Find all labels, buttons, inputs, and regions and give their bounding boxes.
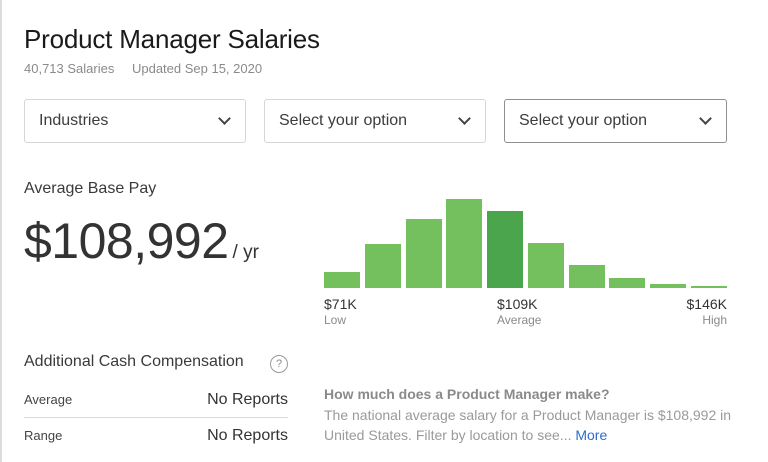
additional-cash-title: Additional Cash Compensation [24, 353, 244, 370]
low-tick: $71K Low [324, 296, 357, 327]
pay-unit: / yr [232, 242, 259, 263]
chevron-down-icon [218, 112, 231, 125]
more-link[interactable]: More [575, 427, 608, 443]
salary-distribution-chart [324, 190, 727, 288]
row-label: Average [24, 392, 73, 407]
pay-amount: $108,992 [24, 213, 229, 269]
option-dropdown-2[interactable]: Select your option [264, 99, 486, 143]
left-border [0, 0, 2, 462]
histogram-bar [691, 286, 727, 288]
average-label: Average [497, 313, 542, 327]
salary-count: 40,713 Salaries [24, 61, 115, 76]
option-dropdown-3[interactable]: Select your option [504, 99, 727, 143]
histogram-bar [487, 211, 524, 288]
page-title: Product Manager Salaries [24, 24, 320, 54]
histogram-bar [609, 278, 646, 288]
faq-answer-text: The national average salary for a Produc… [324, 407, 732, 443]
faq-question: How much does a Product Manager make? [324, 386, 610, 402]
industries-dropdown[interactable]: Industries [24, 99, 246, 143]
histogram-bar [405, 219, 442, 288]
histogram-bar [364, 244, 401, 288]
dropdown-value: Select your option [279, 112, 408, 129]
high-label: High [702, 313, 727, 327]
histogram-bar [446, 199, 483, 288]
average-base-pay-value: $108,992/ yr [24, 212, 259, 270]
histogram-bar [527, 243, 564, 288]
row-value: No Reports [207, 427, 288, 444]
average-base-pay-label: Average Base Pay [24, 180, 157, 197]
help-icon[interactable]: ? [270, 355, 288, 373]
histogram-bar [324, 272, 360, 288]
chevron-down-icon [458, 112, 471, 125]
faq-answer: The national average salary for a Produc… [324, 405, 744, 445]
row-divider [24, 417, 288, 418]
average-value: $109K [497, 296, 538, 312]
chevron-down-icon [699, 112, 712, 125]
row-label: Range [24, 428, 63, 443]
histogram-bar [568, 265, 605, 288]
low-value: $71K [324, 296, 357, 312]
cash-range-row: Range No Reports [24, 427, 288, 445]
high-value: $146K [686, 296, 727, 312]
row-value: No Reports [207, 391, 288, 408]
low-label: Low [324, 313, 347, 327]
average-tick: $109K Average [497, 296, 541, 327]
histogram-bar [650, 284, 687, 288]
updated-date: Updated Sep 15, 2020 [131, 61, 263, 76]
page-meta: 40,713 Salaries Updated Sep 15, 2020 [24, 61, 262, 76]
dropdown-value: Industries [39, 112, 109, 129]
cash-average-row: Average No Reports [24, 391, 288, 409]
dropdown-value: Select your option [519, 112, 648, 129]
high-tick: $146K High [687, 296, 727, 327]
